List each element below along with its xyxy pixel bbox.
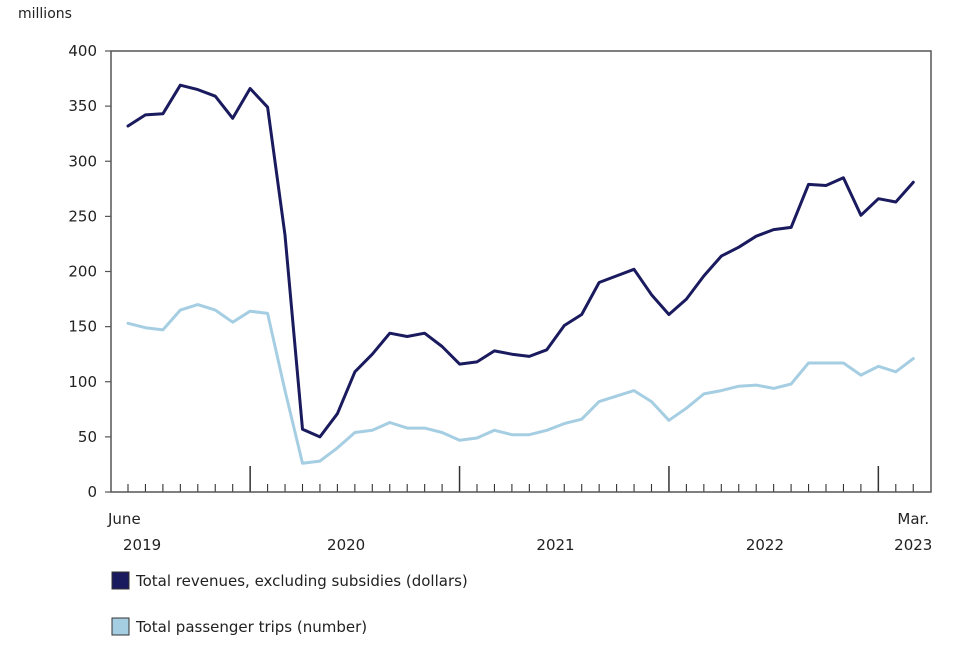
legend-label-revenues: Total revenues, excluding subsidies (dol… [135, 572, 468, 590]
legend-item-revenues: Total revenues, excluding subsidies (dol… [111, 571, 468, 590]
y-tick-label: 200 [68, 263, 97, 281]
y-tick-label: 350 [68, 97, 97, 115]
legend-label-passenger-trips: Total passenger trips (number) [135, 618, 367, 636]
x-label-end-year: 2023 [894, 536, 932, 554]
series-layer [126, 83, 915, 465]
plot-area-frame [110, 50, 932, 493]
x-label-start-year: 2019 [123, 536, 161, 554]
x-axis: June 2019 Mar. 2023 2020 2021 2022 [107, 466, 932, 554]
x-year-label: 2022 [746, 536, 784, 554]
x-year-label: 2021 [536, 536, 574, 554]
legend-swatch-passenger-trips [111, 617, 130, 636]
x-label-start-month: June [107, 510, 141, 528]
y-axis-unit-label: millions [18, 6, 72, 22]
legend-swatch-revenues [111, 571, 130, 590]
y-tick-label: 100 [68, 373, 97, 391]
y-tick-label: 50 [78, 428, 97, 446]
y-tick-label: 400 [68, 42, 97, 60]
y-axis: 0 50 100 150 200 250 300 350 400 [68, 42, 111, 501]
x-year-label: 2020 [327, 536, 365, 554]
y-tick-label: 250 [68, 207, 97, 225]
y-tick-label: 300 [68, 152, 97, 170]
x-label-end-month: Mar. [897, 510, 929, 528]
y-tick-label: 150 [68, 318, 97, 336]
y-tick-label: 0 [87, 483, 97, 501]
series-line-passenger-trips [126, 303, 915, 465]
legend: Total revenues, excluding subsidies (dol… [111, 571, 468, 636]
series-line-revenues [126, 83, 915, 439]
legend-item-passenger-trips: Total passenger trips (number) [111, 617, 367, 636]
